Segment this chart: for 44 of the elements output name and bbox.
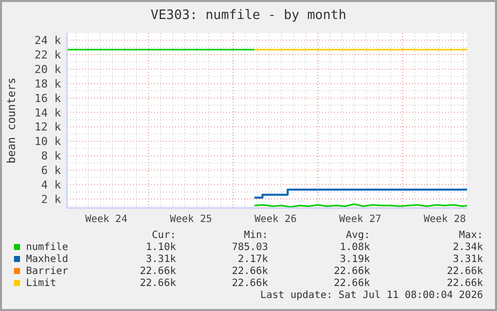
x-tick-label: Week 25 bbox=[170, 214, 212, 225]
text: 2.17k bbox=[238, 254, 268, 265]
text: Avg: bbox=[346, 230, 370, 241]
text: 2.34k bbox=[452, 242, 483, 253]
text: 22.66k bbox=[446, 266, 483, 277]
y-tick-label: 22 k bbox=[34, 48, 62, 62]
x-tick-label: Week 24 bbox=[85, 214, 128, 225]
chart-title: VE303: numfile - by month bbox=[150, 8, 346, 23]
text: 3.19k bbox=[340, 254, 370, 265]
y-tick-label: 6 k bbox=[41, 164, 62, 178]
legend-label: Limit bbox=[26, 278, 56, 289]
text: 22.66k bbox=[232, 278, 268, 289]
y-tick-label: 2 k bbox=[41, 192, 62, 206]
y-tick-label: 20 k bbox=[34, 62, 62, 76]
y-tick-label: 14 k bbox=[34, 106, 62, 120]
text: 1.10k bbox=[146, 242, 176, 253]
legend-label: numfile bbox=[26, 242, 68, 253]
y-tick-label: 18 k bbox=[34, 77, 62, 90]
text: Max: bbox=[458, 230, 483, 241]
text: 22.66k bbox=[140, 278, 176, 289]
y-tick-label: 10 k bbox=[34, 135, 62, 148]
legend-label: Barrier bbox=[26, 266, 68, 277]
text: Last update: Sat Jul 11 08:00:04 2026 bbox=[260, 290, 483, 301]
text: 22.66k bbox=[232, 266, 268, 277]
text: Min: bbox=[244, 230, 268, 241]
text: 22.66k bbox=[334, 266, 370, 277]
legend-label: Maxheld bbox=[26, 254, 68, 265]
y-tick-label: 12 k bbox=[34, 120, 62, 134]
text: 22.66k bbox=[334, 278, 370, 289]
text: 22.66k bbox=[140, 266, 176, 277]
text: 3.31k bbox=[146, 254, 176, 265]
text: 1.08k bbox=[340, 242, 370, 253]
text: 785.03 bbox=[232, 242, 268, 253]
x-tick-label: Week 28 bbox=[424, 214, 466, 225]
text: Cur: bbox=[152, 230, 176, 241]
text: 3.31k bbox=[452, 254, 483, 265]
y-tick-label: 24 k bbox=[34, 34, 62, 48]
x-tick-label: Week 27 bbox=[339, 214, 382, 225]
x-tick-label: Week 26 bbox=[254, 214, 297, 225]
y-tick-label: 4 k bbox=[41, 178, 62, 192]
y-tick-label: 8 k bbox=[41, 150, 62, 163]
text: 22.66k bbox=[446, 278, 483, 289]
y-tick-label: 16 k bbox=[34, 92, 62, 105]
y-axis-title: bean counters bbox=[5, 77, 18, 164]
